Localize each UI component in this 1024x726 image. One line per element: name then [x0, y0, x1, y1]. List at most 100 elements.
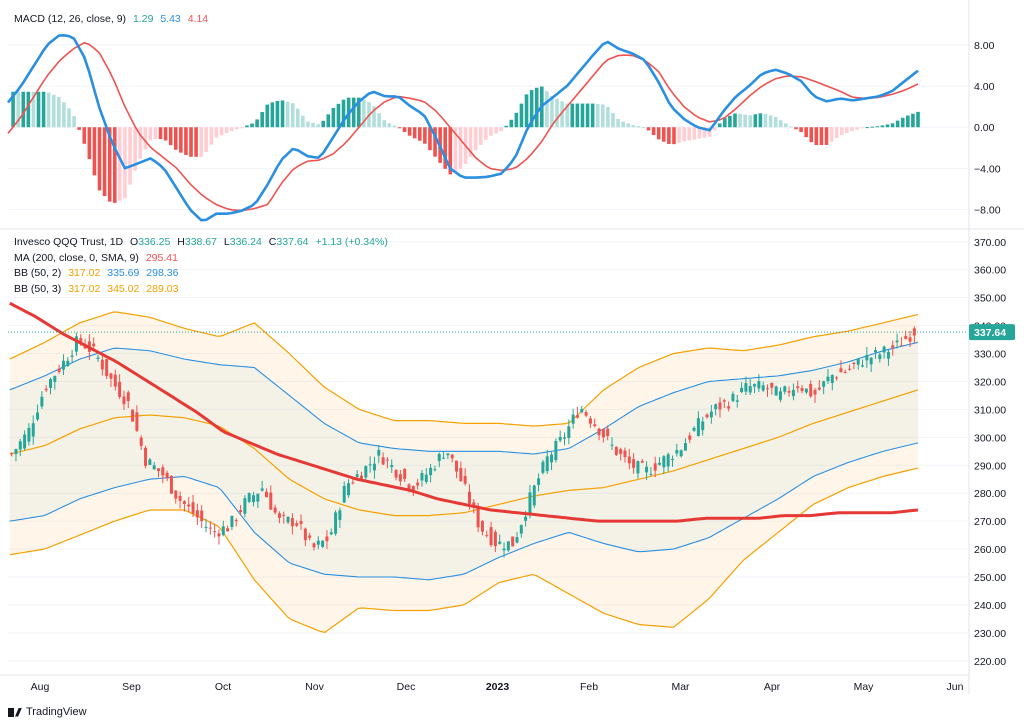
- macd-histogram-bar: [316, 124, 320, 128]
- macd-histogram-bar: [412, 127, 417, 139]
- candle-body: [537, 478, 541, 485]
- macd-histogram-bar: [621, 121, 625, 128]
- macd-histogram-bar: [865, 127, 869, 129]
- candle-body: [200, 510, 204, 522]
- macd-histogram-bar: [870, 126, 875, 128]
- open-label: O: [130, 236, 139, 248]
- macd-line-value: 5.43: [160, 13, 181, 25]
- price-legend: Invesco QQQ Trust, 1D O336.25 H338.67 L3…: [14, 235, 396, 297]
- macd-histogram-bar: [199, 127, 203, 157]
- macd-histogram-bar: [158, 127, 163, 140]
- macd-histogram-bar: [809, 127, 814, 143]
- candle-body: [524, 516, 528, 521]
- candle-body: [519, 525, 523, 534]
- last-price-label: 337.64: [974, 327, 1006, 339]
- macd-histogram-bar: [636, 126, 641, 128]
- macd-histogram-bar: [773, 116, 778, 128]
- candle-body: [70, 355, 74, 357]
- macd-histogram-bar: [824, 127, 829, 145]
- macd-y-tick-label: 0.00: [974, 122, 995, 134]
- macd-y-tick-label: −8.00: [974, 205, 1001, 217]
- tradingview-branding[interactable]: TradingView: [8, 706, 87, 718]
- macd-histogram-bar: [580, 103, 585, 128]
- candle-body: [649, 473, 653, 475]
- ma-200-line: [9, 301, 919, 523]
- macd-histogram-bar: [97, 127, 102, 191]
- time-axis-label: Nov: [305, 681, 324, 693]
- time-axis-label: Oct: [215, 681, 231, 693]
- candle-body: [381, 457, 385, 465]
- candle-body: [891, 345, 895, 348]
- macd-histogram-bar: [87, 127, 92, 160]
- candle-body: [390, 465, 394, 468]
- candle-body: [463, 475, 467, 484]
- macd-histogram-bar: [545, 91, 549, 128]
- close-label: C: [268, 236, 277, 248]
- candle-body: [476, 507, 480, 528]
- candle-body: [692, 427, 696, 431]
- candle-body: [614, 446, 618, 455]
- candle-body: [459, 467, 463, 482]
- candle-body: [489, 527, 493, 546]
- macd-y-tick-label: 4.00: [974, 81, 995, 93]
- macd-histogram-bar: [662, 127, 666, 142]
- candle-body: [640, 461, 644, 463]
- macd-histogram-bar: [829, 127, 834, 142]
- candle-body: [269, 492, 273, 510]
- macd-histogram-bar: [351, 97, 356, 128]
- candle-body: [152, 465, 156, 470]
- macd-histogram-bar: [484, 127, 488, 140]
- candle-body: [135, 412, 139, 431]
- macd-histogram-bar: [804, 127, 808, 138]
- candle-body: [826, 376, 830, 382]
- macd-histogram-bar: [860, 127, 864, 129]
- macd-histogram-bar: [331, 108, 336, 128]
- macd-histogram-bar: [494, 127, 498, 134]
- candle-body: [234, 520, 238, 522]
- macd-histogram-bar: [575, 103, 580, 128]
- macd-histogram-bar: [21, 91, 26, 128]
- candle-body: [718, 402, 722, 410]
- candle-body: [342, 486, 346, 503]
- candle-body: [584, 412, 588, 416]
- candle-body: [372, 463, 376, 471]
- macd-histogram-bar: [67, 108, 71, 128]
- macd-histogram-bar: [204, 127, 209, 153]
- candle-body: [757, 381, 761, 389]
- candle-body: [886, 351, 890, 359]
- candle-body: [714, 404, 718, 410]
- macd-histogram-bar: [789, 126, 793, 128]
- candle-body: [636, 461, 640, 474]
- candle-body: [450, 454, 454, 459]
- candle-body: [377, 449, 381, 456]
- macd-histogram-bar: [697, 127, 702, 139]
- bb1-name: BB (50, 2): [14, 267, 62, 279]
- candle-body: [817, 387, 821, 390]
- candle-body: [424, 474, 428, 482]
- candle-body: [856, 358, 860, 365]
- candle-body: [351, 482, 355, 484]
- candle-body: [528, 492, 532, 513]
- candle-body: [882, 346, 886, 353]
- macd-histogram-bar: [397, 127, 402, 129]
- candle-body: [830, 375, 834, 384]
- macd-histogram-bar: [341, 99, 346, 128]
- price-y-tick-label: 290.00: [974, 460, 1006, 472]
- candle-body: [480, 520, 484, 532]
- candle-body: [705, 414, 709, 418]
- macd-histogram-bar: [458, 127, 463, 169]
- ma-name: MA (200, close, 0, SMA, 9): [14, 251, 139, 264]
- macd-histogram-bar: [758, 113, 763, 128]
- candle-body: [10, 453, 14, 455]
- candle-body: [31, 423, 35, 437]
- bb2-lower-line: [9, 442, 919, 581]
- candle-body: [295, 523, 299, 526]
- macd-histogram-bar: [306, 121, 310, 128]
- candle-body: [532, 485, 536, 506]
- candle-body: [407, 484, 411, 490]
- candle-body: [213, 531, 217, 533]
- candle-body: [429, 467, 433, 476]
- price-y-tick-label: 230.00: [974, 628, 1006, 640]
- candle-body: [61, 360, 65, 370]
